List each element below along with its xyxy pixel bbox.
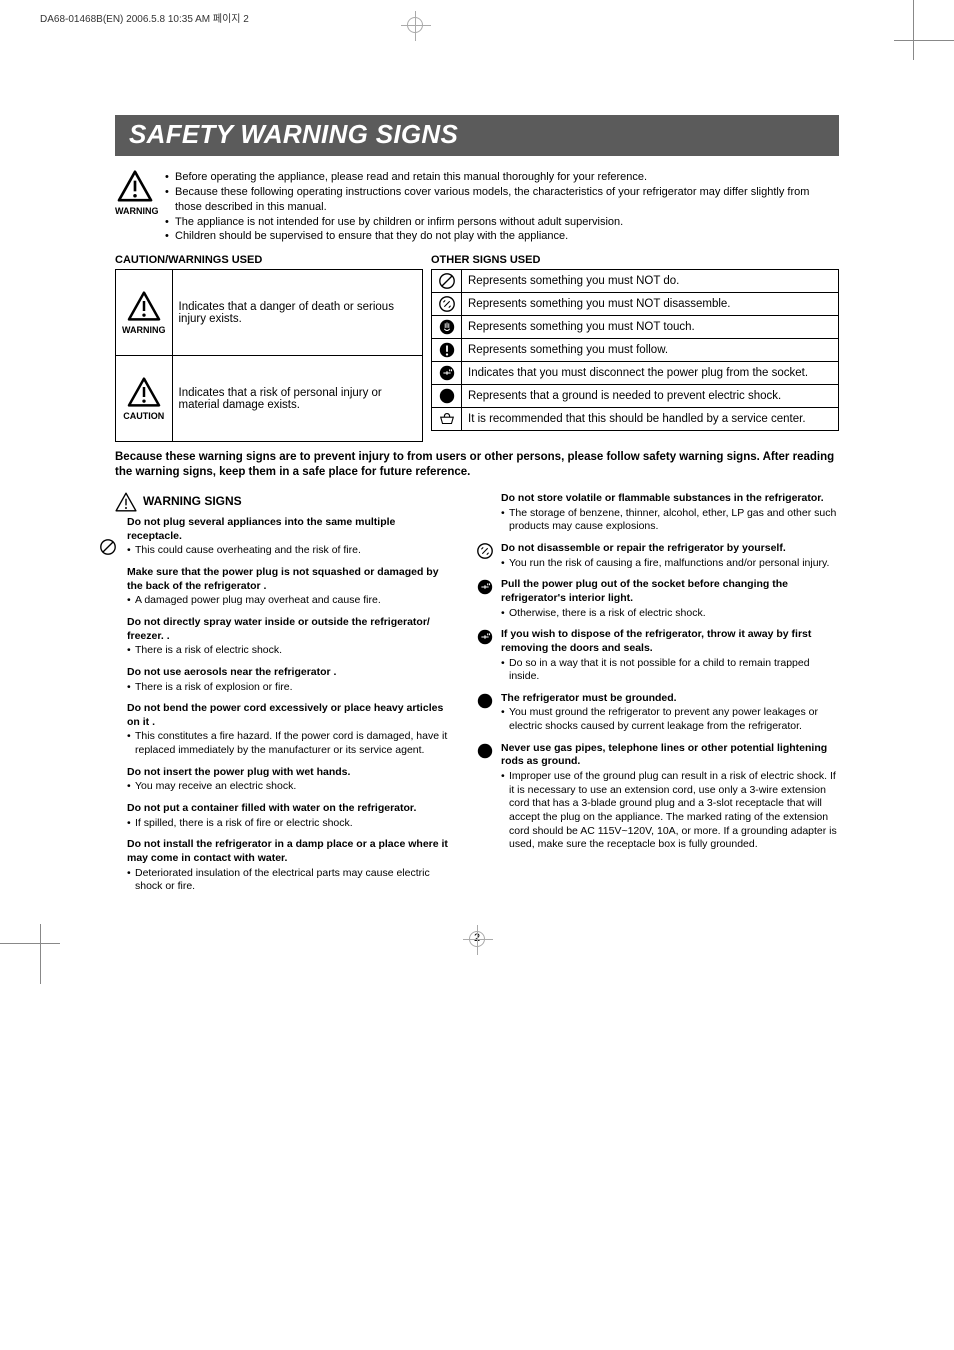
- item-sub: There is a risk of electric shock.: [135, 644, 282, 658]
- must-follow-icon: [438, 341, 456, 359]
- service-icon: [438, 410, 456, 428]
- other-signs-table: Represents something you must NOT do. Re…: [431, 269, 839, 431]
- left-column: WARNING SIGNS Do not plug several applia…: [115, 492, 453, 902]
- sign-text: Represents something you must NOT disass…: [462, 293, 839, 316]
- crop-line-bl-h: [0, 943, 60, 944]
- intro-bullet: Before operating the appliance, please r…: [175, 170, 647, 185]
- warning-icon-label: WARNING: [115, 206, 155, 216]
- item-sub: Otherwise, there is a risk of electric s…: [509, 607, 706, 621]
- item-heading: Do not bend the power cord excessively o…: [127, 702, 453, 729]
- warning-columns: WARNING SIGNS Do not plug several applia…: [115, 492, 839, 902]
- intro-block: WARNING •Before operating the appliance,…: [115, 170, 839, 244]
- item-sub: Do so in a way that it is not possible f…: [509, 657, 839, 684]
- ground-icon: [475, 692, 495, 715]
- ground-icon: [475, 742, 495, 765]
- item-heading: Do not install the refrigerator in a dam…: [127, 838, 453, 865]
- caution-warnings-table: WARNING Indicates that a danger of death…: [115, 269, 423, 442]
- right-table-heading: OTHER SIGNS USED: [431, 254, 839, 266]
- item-sub: If spilled, there is a risk of fire or e…: [135, 817, 353, 831]
- prohibit-icon: [99, 538, 117, 556]
- crop-line-tr-h: [894, 40, 954, 41]
- unplug-icon: [438, 364, 456, 382]
- tables-row: CAUTION/WARNINGS USED WARNING Indicates …: [115, 254, 839, 442]
- page-content: SAFETY WARNING SIGNS WARNING •Before ope…: [0, 25, 954, 984]
- intro-list: •Before operating the appliance, please …: [165, 170, 839, 244]
- item-sub: Improper use of the ground plug can resu…: [509, 770, 839, 852]
- prohibit-icon: [438, 272, 456, 290]
- doc-header: DA68-01468B(EN) 2006.5.8 10:35 AM 페이지 2: [0, 0, 954, 25]
- item-heading: Do not insert the power plug with wet ha…: [127, 766, 453, 780]
- emphasis-note: Because these warning signs are to preve…: [115, 450, 839, 480]
- sign-text: Represents something you must NOT touch.: [462, 316, 839, 339]
- warning-triangle-icon: [127, 291, 161, 321]
- item-heading: If you wish to dispose of the refrigerat…: [501, 628, 839, 655]
- sign-text: Represents something you must follow.: [462, 339, 839, 362]
- left-table-heading: CAUTION/WARNINGS USED: [115, 254, 423, 266]
- item-heading: Do not store volatile or flammable subst…: [501, 492, 839, 506]
- registration-mark-bottom: [462, 924, 492, 954]
- warning-icon: WARNING: [115, 170, 155, 216]
- item-heading: Pull the power plug out of the socket be…: [501, 578, 839, 605]
- intro-bullet: Children should be supervised to ensure …: [175, 229, 568, 244]
- sign-text: Indicates that you must disconnect the p…: [462, 362, 839, 385]
- table-icon-label: CAUTION: [122, 411, 166, 421]
- no-touch-icon: [438, 318, 456, 336]
- item-heading: The refrigerator must be grounded.: [501, 692, 839, 706]
- sign-text: Represents that a ground is needed to pr…: [462, 385, 839, 408]
- item-heading: Never use gas pipes, telephone lines or …: [501, 742, 839, 769]
- right-column: Do not store volatile or flammable subst…: [475, 492, 839, 902]
- table-cell-text: Indicates that a danger of death or seri…: [172, 270, 423, 356]
- item-sub: There is a risk of explosion or fire.: [135, 681, 293, 695]
- item-heading: Make sure that the power plug is not squ…: [127, 566, 453, 593]
- table-cell-text: Indicates that a risk of personal injury…: [172, 356, 423, 442]
- crop-line-bl-v: [40, 924, 41, 984]
- sign-text: It is recommended that this should be ha…: [462, 408, 839, 431]
- item-sub: This constitutes a fire hazard. If the p…: [135, 730, 453, 757]
- caution-triangle-icon: [127, 377, 161, 407]
- page-title: SAFETY WARNING SIGNS: [115, 115, 839, 156]
- no-disassemble-icon: [475, 542, 495, 565]
- warning-section-title: WARNING SIGNS: [143, 494, 242, 510]
- unplug-icon: [475, 628, 495, 651]
- item-sub: Deteriorated insulation of the electrica…: [135, 867, 453, 894]
- item-sub: The storage of benzene, thinner, alcohol…: [509, 507, 839, 534]
- item-heading: Do not directly spray water inside or ou…: [127, 616, 453, 643]
- sign-text: Represents something you must NOT do.: [462, 270, 839, 293]
- item-sub: You may receive an electric shock.: [135, 780, 296, 794]
- warning-triangle-icon: [115, 492, 137, 512]
- intro-bullet: The appliance is not intended for use by…: [175, 215, 623, 230]
- left-icon-stack: [99, 538, 121, 558]
- item-heading: Do not use aerosols near the refrigerato…: [127, 666, 453, 680]
- item-heading: Do not plug several appliances into the …: [127, 516, 453, 543]
- item-sub: You must ground the refrigerator to prev…: [509, 706, 839, 733]
- unplug-icon: [475, 578, 495, 601]
- registration-mark-top: [400, 10, 430, 40]
- item-heading: Do not disassemble or repair the refrige…: [501, 542, 839, 556]
- table-icon-label: WARNING: [122, 325, 166, 335]
- ground-icon: [438, 387, 456, 405]
- item-sub: A damaged power plug may overheat and ca…: [135, 594, 381, 608]
- item-sub: You run the risk of causing a fire, malf…: [509, 557, 829, 571]
- no-disassemble-icon: [438, 295, 456, 313]
- item-sub: This could cause overheating and the ris…: [135, 544, 361, 558]
- item-heading: Do not put a container filled with water…: [127, 802, 453, 816]
- crop-line-tr-v: [913, 0, 914, 60]
- intro-bullet: Because these following operating instru…: [175, 185, 839, 215]
